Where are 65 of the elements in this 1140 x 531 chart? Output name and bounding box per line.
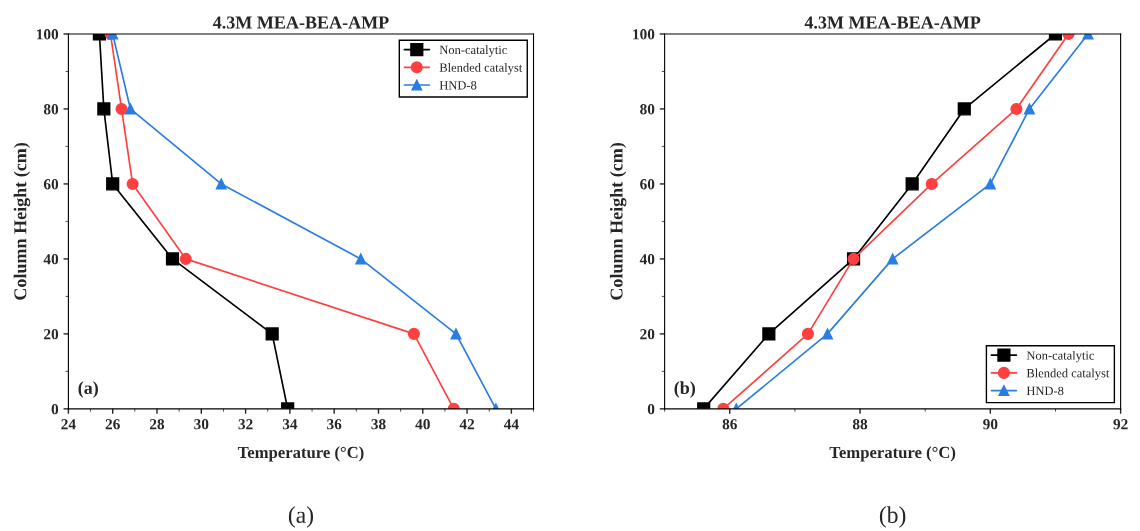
y-tick-label: 0 <box>51 404 59 415</box>
point <box>126 177 139 190</box>
point <box>957 102 971 116</box>
x-tick-label: 42 <box>459 419 475 430</box>
x-tick-label: 90 <box>983 419 998 430</box>
point <box>984 178 996 190</box>
x-tick-label: 26 <box>105 419 120 430</box>
point <box>925 177 938 190</box>
x-tick-label: 32 <box>238 419 253 430</box>
point <box>97 102 111 116</box>
x-tick-label: 86 <box>722 419 737 430</box>
legend-label: HND-8 <box>1026 386 1064 396</box>
chart-title: 4.3M MEA-BEA-AMP <box>804 16 981 29</box>
x-tick-label: 88 <box>852 419 868 430</box>
point <box>179 252 192 265</box>
x-tick-label: 24 <box>61 419 76 430</box>
text: (b) <box>879 506 906 528</box>
y-tick-label: 40 <box>639 254 655 265</box>
text: (a) <box>288 506 314 528</box>
point <box>905 177 919 191</box>
annotation: (a) <box>78 381 98 398</box>
point <box>1023 103 1035 115</box>
y-tick-label: 100 <box>633 29 655 40</box>
legend-label: Blended catalyst <box>1026 368 1110 380</box>
point <box>355 253 367 265</box>
point <box>1010 102 1023 116</box>
y-tick-label: 20 <box>640 329 655 340</box>
x-axis-title: Temperature (°C) <box>829 446 956 462</box>
y-tick-label: 80 <box>640 104 655 115</box>
y-tick-label: 80 <box>43 104 59 115</box>
point <box>887 253 899 265</box>
point <box>762 327 776 341</box>
point <box>124 103 136 115</box>
y-tick-label: 20 <box>44 329 59 340</box>
legend-label: Blended catalyst <box>439 63 523 75</box>
point <box>115 102 128 116</box>
y-tick-label: 40 <box>43 254 59 265</box>
y-tick-label: 60 <box>640 179 655 190</box>
legend-label: Non-catalytic <box>439 45 507 57</box>
point <box>215 178 227 190</box>
chart-title: 4.3M MEA-BEA-AMP <box>212 16 389 29</box>
point <box>106 177 120 191</box>
legend-label: Non-catalytic <box>1026 350 1095 363</box>
y-axis-title: Column Height (cm) <box>609 142 627 300</box>
point <box>265 327 279 341</box>
point <box>165 252 180 266</box>
x-tick-label: 36 <box>327 419 342 430</box>
x-tick-label: 28 <box>150 419 165 430</box>
y-tick-label: 60 <box>43 179 59 190</box>
point <box>407 327 420 340</box>
point <box>801 327 814 340</box>
x-tick-label: 44 <box>503 419 519 430</box>
point <box>450 328 462 340</box>
x-tick-label: 92 <box>1113 419 1128 430</box>
y-tick-label: 100 <box>36 29 59 40</box>
x-tick-label: 30 <box>194 419 209 430</box>
x-tick-label: 40 <box>415 419 430 430</box>
point <box>821 328 833 340</box>
annotation: (b) <box>674 381 696 398</box>
x-tick-label: 34 <box>282 419 298 430</box>
legend-label: HND-8 <box>439 81 477 90</box>
y-tick-label: 0 <box>647 404 655 415</box>
x-tick-label: 38 <box>371 419 386 430</box>
x-axis-title: Temperature (°C) <box>237 446 364 462</box>
y-axis-title: Column Height (cm) <box>13 142 31 300</box>
